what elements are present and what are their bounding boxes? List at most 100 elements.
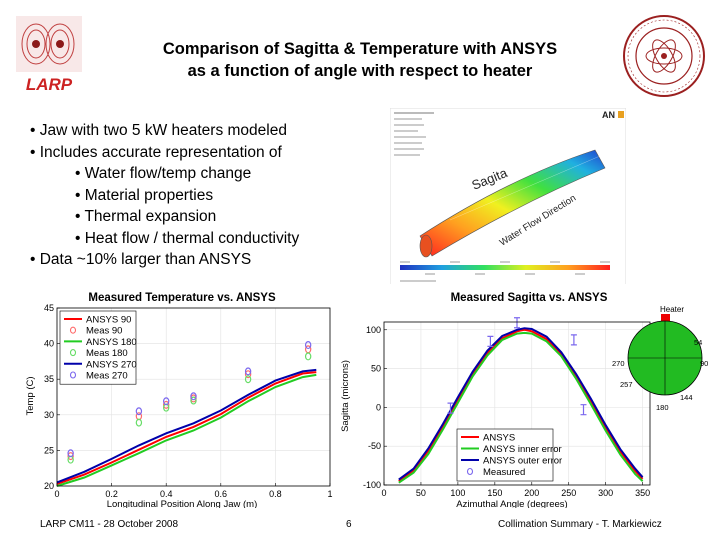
y-tick-label: 25 (44, 445, 54, 455)
legend-swatch (69, 371, 77, 379)
lab-seal-logo (623, 15, 705, 97)
sub-bullet-item: • Heat flow / thermal conductivity (75, 229, 300, 247)
polar-label: 270 (612, 359, 625, 368)
legend-entry: ANSYS 270 (86, 359, 137, 370)
legend-swatch (69, 349, 77, 357)
x-tick-label: 350 (635, 488, 650, 498)
x-axis-label: Longitudinal Position Along Jaw (m) (107, 499, 258, 508)
plot-area-frame (383, 321, 651, 486)
series-line (56, 371, 317, 485)
y-tick-label: -100 (363, 480, 381, 490)
series-line (56, 368, 317, 484)
larp-logo-text: LARP (26, 75, 73, 94)
data-point (244, 375, 252, 384)
bullet-item: • Data ~10% larger than ANSYS (30, 251, 252, 268)
ansys-simulation-image: AN Sagita Water Flow Direction (390, 108, 626, 286)
sub-bullet-item: • Thermal expansion (75, 208, 217, 225)
data-point (135, 418, 143, 427)
title-line-2: as a function of angle with respect to h… (187, 62, 533, 80)
x-tick-label: 250 (561, 488, 576, 498)
title-line-1: Comparison of Sagitta & Temperature with… (162, 40, 558, 58)
legend-entry: ANSYS (483, 433, 515, 444)
data-point (514, 317, 520, 329)
legend-entry: ANSYS 180 (86, 337, 137, 348)
data-point (162, 397, 170, 406)
y-tick-label: -50 (368, 441, 381, 451)
footer-page-number: 6 (346, 519, 352, 530)
title: Comparison of Sagitta & Temperature with… (80, 38, 640, 82)
y-tick-label: 30 (44, 410, 54, 420)
series-line (398, 328, 644, 482)
data-point (67, 452, 74, 461)
y-tick-label: 35 (44, 374, 54, 384)
temperature-chart: Measured Temperature vs. ANSYS Longitudi… (24, 284, 340, 508)
bullet-item: • Includes accurate representation of (30, 143, 282, 161)
x-tick-label: 0 (54, 489, 59, 499)
sagitta-chart: Measured Sagitta vs. ANSYS Azimuthal Ang… (334, 284, 652, 508)
data-point (162, 400, 170, 409)
y-tick-label: 0 (376, 402, 381, 412)
y-axis-label: Temp (C) (25, 376, 36, 415)
series-line (56, 373, 317, 487)
sub-bullet-item: • Water flow/temp change (75, 165, 252, 182)
data-point (190, 396, 197, 405)
polar-label: 144 (680, 393, 693, 402)
data-point (244, 370, 252, 379)
x-tick-label: 200 (524, 488, 539, 498)
legend-entry: ANSYS 90 (86, 315, 131, 326)
x-tick-label: 300 (598, 488, 613, 498)
series-line (398, 331, 644, 484)
x-axis-label: Azimuthal Angle (degrees) (456, 499, 567, 508)
data-point (304, 341, 312, 350)
legend-swatch (466, 467, 474, 476)
legend-swatch (69, 326, 77, 334)
chart-title: Measured Temperature vs. ANSYS (88, 292, 276, 304)
polar-label: 54 (694, 338, 702, 347)
x-tick-label: 1 (327, 489, 332, 499)
heater-label: Heater (660, 305, 684, 314)
x-tick-label: 150 (487, 488, 502, 498)
bullet-item: • Jaw with two 5 kW heaters modeled (30, 122, 287, 139)
legend-entry: ANSYS inner error (483, 444, 562, 455)
legend-entry: Meas 90 (86, 326, 122, 337)
y-tick-label: 40 (44, 339, 54, 349)
data-point (135, 407, 143, 416)
x-tick-label: 50 (416, 488, 426, 498)
data-point (580, 404, 587, 416)
polar-label: 257 (620, 380, 633, 389)
heater-polar-inset: Heater 54 90 270 257 144 180 (612, 305, 708, 412)
y-tick-label: 50 (371, 364, 381, 374)
legend-entry: Measured (483, 467, 525, 478)
y-tick-label: 100 (366, 325, 381, 335)
sub-bullet-item: • Material properties (75, 186, 214, 204)
ansys-brand-text: AN (602, 110, 615, 120)
data-point (487, 335, 494, 348)
larp-logo: LARP (16, 16, 82, 94)
x-tick-label: 0.2 (105, 489, 118, 499)
legend-entry: Meas 180 (86, 348, 128, 359)
data-point (447, 402, 454, 414)
polar-label: 180 (656, 403, 669, 412)
x-tick-label: 0 (381, 488, 386, 498)
y-axis-label: Sagitta (microns) (340, 360, 351, 432)
data-point (190, 392, 197, 401)
heater-marker (661, 314, 670, 321)
footer-right: Collimation Summary - T. Markiewicz (498, 519, 662, 530)
legend-entry: Meas 270 (86, 371, 128, 382)
data-point (67, 449, 74, 458)
y-tick-label: 45 (44, 303, 54, 313)
data-point (304, 352, 312, 361)
x-tick-label: 0.4 (160, 489, 173, 499)
data-point (244, 367, 252, 376)
series-line (398, 327, 644, 481)
chart-title: Measured Sagitta vs. ANSYS (451, 292, 608, 304)
x-tick-label: 100 (450, 488, 465, 498)
footer-left: LARP CM11 - 28 October 2008 (40, 519, 179, 530)
polar-label: 90 (700, 359, 708, 368)
bullet-list: • Jaw with two 5 kW heaters modeled • In… (30, 120, 360, 271)
x-tick-label: 0.8 (269, 489, 282, 499)
legend-entry: ANSYS outer error (483, 456, 562, 467)
data-point (570, 334, 577, 346)
y-tick-label: 20 (44, 481, 54, 491)
plot-area-frame (56, 307, 331, 487)
